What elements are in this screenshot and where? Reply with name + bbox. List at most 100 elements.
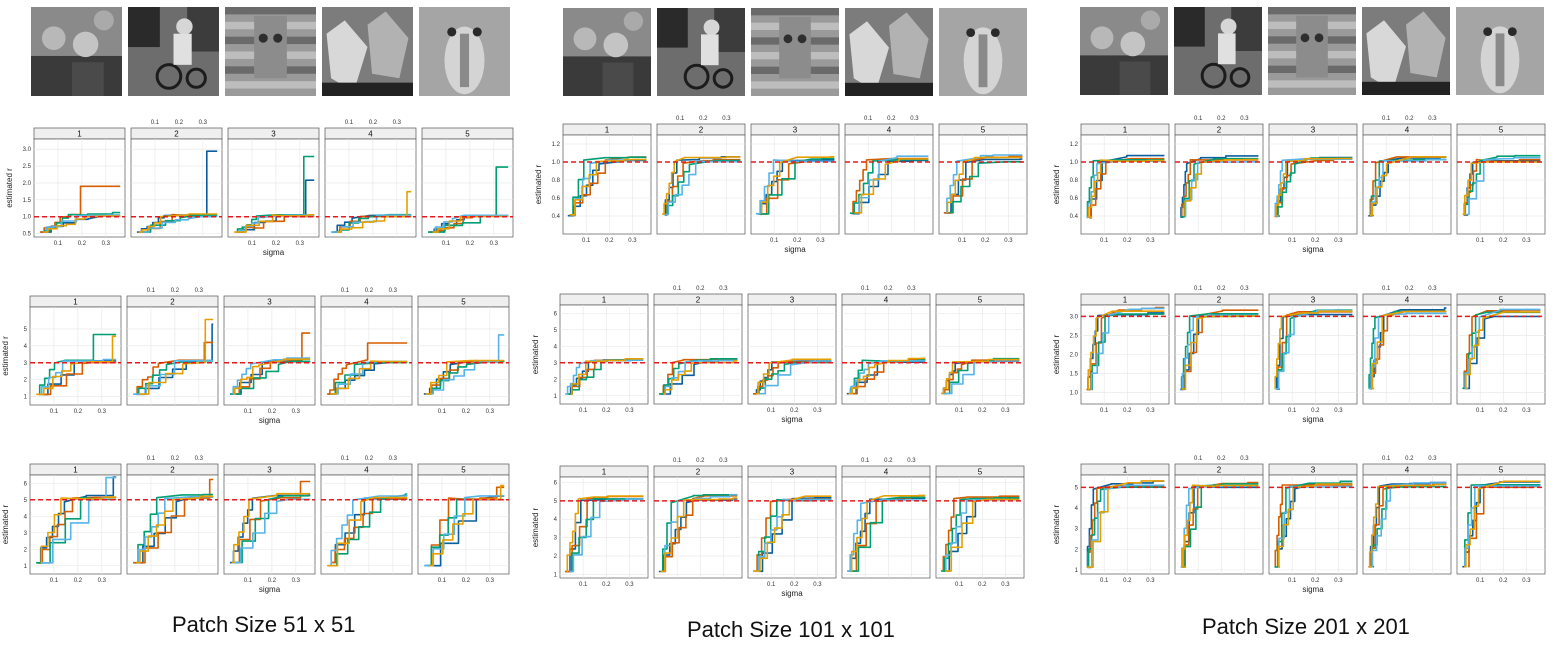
y-tick-label: 3.0 <box>23 147 32 153</box>
panel-1: 1 0.1 0.2 0.3 <box>1080 293 1170 414</box>
x-tick-label: 0.3 <box>98 578 107 584</box>
y-tick-label: 5 <box>554 328 558 334</box>
series-line-5 <box>1184 158 1259 218</box>
panel-strip-label: 3 <box>271 130 276 139</box>
x-tick-label: 0.3 <box>1334 408 1343 414</box>
y-axis-label: estimated r <box>1052 164 1061 204</box>
x-tick-label: 0.1 <box>1100 408 1109 414</box>
x-tick-label: 0.3 <box>813 582 822 588</box>
panel-3: 3 0.1 0.2 0.3 sigma <box>1268 293 1358 424</box>
series-line-5 <box>234 214 315 233</box>
x-tick-label: 0.3 <box>1001 582 1010 588</box>
y-tick-label: 1.2 <box>552 142 561 148</box>
series-line-5 <box>660 497 738 573</box>
x-tick-label: 0.1 <box>1288 238 1297 244</box>
series-line-4 <box>757 360 832 395</box>
x-tick-label: 0.1 <box>50 578 59 584</box>
x-tick-label: 0.2 <box>696 458 705 464</box>
series-line-4 <box>847 499 926 572</box>
series-line-5 <box>848 357 926 395</box>
series-line-5 <box>425 359 505 395</box>
x-axis-label: sigma <box>263 248 285 257</box>
y-axis-label: estimated r <box>5 168 14 208</box>
series-line-5 <box>662 156 741 215</box>
series-line-2 <box>666 158 741 216</box>
x-tick-label: 0.1 <box>1382 456 1391 462</box>
x-tick-label: 0.3 <box>292 578 301 584</box>
panel-5: 5 0.1 0.2 0.3 <box>935 465 1025 588</box>
y-axis-label: estimated r <box>1052 334 1061 374</box>
panel-strip-label: 3 <box>1311 126 1316 135</box>
series-line-5 <box>1087 310 1165 391</box>
panel-2: 2 0.1 0.2 0.3 <box>126 288 219 406</box>
x-tick-label: 0.2 <box>78 241 87 247</box>
series-line-2 <box>944 359 1020 395</box>
panel-strip-label: 1 <box>1123 466 1128 475</box>
panel-strip-label: 1 <box>605 126 610 135</box>
series-line-4 <box>663 159 741 216</box>
x-tick-label: 0.2 <box>74 409 83 415</box>
y-tick-label: 1 <box>554 394 558 400</box>
two-foxes-photo-icon <box>322 7 413 96</box>
panel-strip-label: 4 <box>368 130 373 139</box>
panel-strip-label: 3 <box>1311 466 1316 475</box>
series-line-4 <box>1463 156 1541 216</box>
series-line-4 <box>569 498 644 573</box>
y-axis-label: estimated r <box>1 336 10 376</box>
panel-4: 4 0.1 0.2 0.3 <box>320 456 413 575</box>
panel-3: 3 0.1 0.2 0.3 sigma <box>747 293 837 424</box>
y-tick-label: 2.0 <box>23 181 32 187</box>
x-tick-label: 0.3 <box>1522 578 1531 584</box>
y-tick-label: 1 <box>24 564 28 570</box>
x-tick-label: 0.2 <box>74 578 83 584</box>
x-tick-label: 0.3 <box>1334 238 1343 244</box>
x-tick-label: 0.1 <box>1476 578 1485 584</box>
series-line-3 <box>572 156 647 216</box>
y-axis-label: estimated r <box>531 334 540 374</box>
x-tick-label: 0.3 <box>625 408 634 414</box>
series-line-4 <box>424 495 505 567</box>
y-axis-label: estimated r <box>534 164 543 204</box>
y-tick-label: 4 <box>24 514 28 520</box>
x-axis-label: sigma <box>784 245 806 254</box>
y-tick-label: 2 <box>554 554 558 560</box>
x-tick-label: 0.2 <box>978 582 987 588</box>
series-line-5 <box>850 494 926 572</box>
series-line-3 <box>1274 480 1353 568</box>
panel-1: 1 0.1 0.2 0.3 <box>559 293 649 414</box>
x-tick-label: 0.3 <box>486 578 495 584</box>
panel-strip-label: 1 <box>73 466 78 475</box>
x-tick-label: 0.2 <box>272 241 281 247</box>
mandrill-photo-icon <box>939 8 1027 96</box>
caption-patch-201: Patch Size 201 x 201 <box>1202 614 1410 639</box>
series-line-4 <box>1370 158 1447 216</box>
y-tick-label: 1 <box>24 395 28 401</box>
x-tick-label: 0.1 <box>1288 408 1297 414</box>
x-axis-label: sigma <box>1302 415 1324 424</box>
x-tick-label: 0.2 <box>1499 578 1508 584</box>
x-tick-label: 0.2 <box>1405 456 1414 462</box>
panel-3: 3 0.1 0.2 0.3 sigma <box>223 295 316 425</box>
y-tick-label: 4 <box>24 344 28 350</box>
x-tick-label: 0.1 <box>673 458 682 464</box>
x-tick-label: 0.1 <box>1382 286 1391 292</box>
caption-patch-101: Patch Size 101 x 101 <box>687 617 895 642</box>
x-tick-label: 0.3 <box>1240 116 1249 122</box>
x-tick-label: 0.3 <box>722 116 731 122</box>
series-line-5 <box>231 492 311 564</box>
x-tick-label: 0.2 <box>369 120 378 126</box>
series-line-1 <box>658 498 738 573</box>
series-line-5 <box>330 360 408 395</box>
y-tick-label: 1.0 <box>23 215 32 221</box>
series-line-4 <box>1275 309 1353 390</box>
x-tick-label: 0.1 <box>770 238 779 244</box>
x-tick-label: 0.1 <box>244 409 253 415</box>
x-tick-label: 0.1 <box>341 456 350 462</box>
panel-strip-label: 1 <box>73 298 78 307</box>
y-axis-label: estimated r <box>1052 504 1061 544</box>
series-line-2 <box>326 342 408 395</box>
x-tick-label: 0.2 <box>365 288 374 294</box>
x-tick-label: 0.1 <box>1100 578 1109 584</box>
stone-carving-photo-icon <box>225 7 316 96</box>
x-tick-label: 0.1 <box>579 582 588 588</box>
